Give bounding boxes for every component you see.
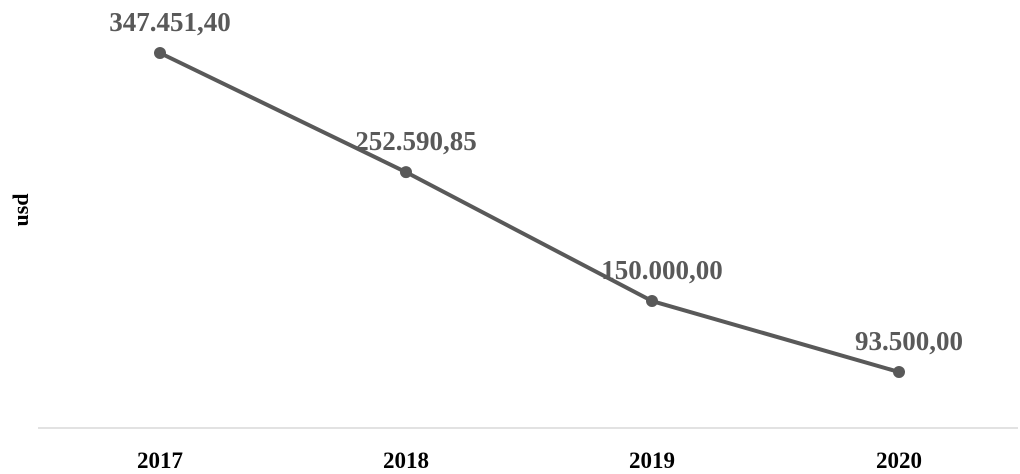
x-tick-2018: 2018 (383, 448, 429, 473)
x-tick-2017: 2017 (137, 448, 183, 473)
data-point-2020 (893, 366, 905, 378)
data-point-2019 (646, 295, 658, 308)
data-point-2018 (400, 166, 412, 179)
data-label-2020: 93.500,00 (855, 326, 963, 356)
x-tick-2019: 2019 (629, 448, 675, 473)
data-point-2017 (154, 47, 166, 59)
y-axis-label: usd (8, 193, 33, 226)
data-label-2018: 252.590,85 (355, 126, 477, 156)
x-tick-2020: 2020 (876, 448, 922, 473)
data-label-2017: 347.451,40 (109, 7, 231, 37)
series-line (158, 51, 901, 374)
data-label-2019: 150.000,00 (601, 255, 723, 285)
